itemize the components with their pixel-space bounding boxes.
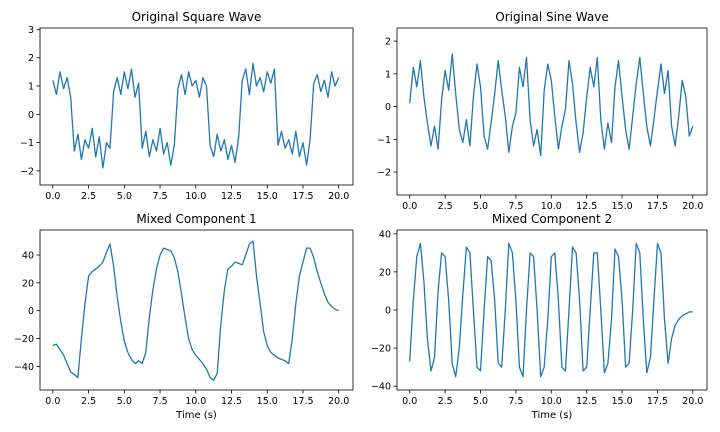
x-tick-label: 20.0 bbox=[682, 396, 703, 407]
axes-frame bbox=[39, 229, 354, 391]
x-tick-label: 0.0 bbox=[402, 201, 417, 212]
y-tick-label: 0 bbox=[28, 306, 34, 317]
y-tick-label: −40 bbox=[14, 362, 34, 373]
x-tick-label: 0.0 bbox=[45, 396, 60, 407]
y-tick-label: 2 bbox=[28, 53, 34, 64]
y-tick-label: −20 bbox=[371, 344, 391, 355]
x-tick-label: 5.0 bbox=[117, 396, 132, 407]
series-line bbox=[52, 240, 339, 381]
x-tick-label: 5.0 bbox=[117, 191, 132, 202]
series-line bbox=[409, 53, 694, 157]
y-tick-label: 20 bbox=[379, 267, 391, 278]
y-tick-label: 0 bbox=[385, 102, 391, 113]
y-tick-label: 1 bbox=[28, 81, 34, 92]
y-tick-label: −1 bbox=[377, 135, 391, 146]
x-tick-label: 17.5 bbox=[647, 201, 668, 212]
x-tick-label: 7.5 bbox=[508, 396, 523, 407]
y-tick-label: 2 bbox=[385, 37, 391, 48]
x-tick-label: 15.0 bbox=[611, 396, 632, 407]
subplot-title: Original Square Wave bbox=[132, 10, 262, 24]
x-tick-label: 7.5 bbox=[153, 191, 168, 202]
x-tick-label: 7.5 bbox=[153, 396, 168, 407]
x-tick-label: 12.5 bbox=[576, 396, 597, 407]
x-tick-label: 15.0 bbox=[611, 201, 632, 212]
x-tick-label: 10.0 bbox=[185, 396, 206, 407]
x-tick-label: 7.5 bbox=[508, 201, 523, 212]
x-tick-label: 12.5 bbox=[576, 201, 597, 212]
x-tick-label: 10.0 bbox=[185, 191, 206, 202]
y-tick-label: 0 bbox=[385, 306, 391, 317]
x-tick-label: 0.0 bbox=[402, 396, 417, 407]
x-tick-label: 12.5 bbox=[221, 191, 242, 202]
y-tick-label: 40 bbox=[22, 251, 34, 262]
x-axis-label: Time (s) bbox=[175, 410, 217, 421]
y-tick-label: −2 bbox=[20, 166, 34, 177]
subplot-title: Mixed Component 2 bbox=[492, 212, 612, 226]
subplot-1: 0.0 2.5 5.0 7.5 10.0 12.5 15.0 17.5 20.0 −2 −1 0 1 2 3… bbox=[20, 10, 354, 202]
x-tick-label: 2.5 bbox=[81, 191, 96, 202]
y-tick-label: 1 bbox=[385, 69, 391, 80]
x-tick-label: 2.5 bbox=[81, 396, 96, 407]
x-tick-label: 20.0 bbox=[328, 191, 349, 202]
y-tick-label: 3 bbox=[28, 25, 34, 36]
x-tick-label: 17.5 bbox=[292, 396, 313, 407]
x-tick-label: 20.0 bbox=[328, 396, 349, 407]
y-tick-label: 20 bbox=[22, 278, 34, 289]
x-tick-label: 5.0 bbox=[473, 201, 488, 212]
y-tick-label: −20 bbox=[14, 334, 34, 345]
y-tick-label: −2 bbox=[377, 168, 391, 179]
x-tick-label: 2.5 bbox=[438, 396, 453, 407]
subplot-3: 0.0 2.5 5.0 7.5 10.0 12.5 15.0 17.5 20.0 −40 −20 0 2… bbox=[14, 212, 354, 421]
subplot-4: 0.0 2.5 5.0 7.5 10.0 12.5 15.0 17.5 20.0 −40 −20 0 2… bbox=[371, 212, 708, 421]
series-line bbox=[52, 62, 340, 169]
x-tick-label: 2.5 bbox=[438, 201, 453, 212]
y-tick-label: −40 bbox=[371, 382, 391, 393]
y-tick-label: 0 bbox=[28, 110, 34, 121]
series-line bbox=[409, 242, 693, 378]
x-tick-label: 17.5 bbox=[647, 396, 668, 407]
x-tick-label: 17.5 bbox=[292, 191, 313, 202]
subplot-title: Mixed Component 1 bbox=[136, 212, 256, 226]
x-tick-label: 5.0 bbox=[473, 396, 488, 407]
x-tick-label: 12.5 bbox=[221, 396, 242, 407]
y-tick-label: 40 bbox=[379, 229, 391, 240]
subplot-title: Original Sine Wave bbox=[495, 10, 608, 24]
x-tick-label: 10.0 bbox=[541, 396, 562, 407]
x-tick-label: 0.0 bbox=[45, 191, 60, 202]
x-tick-label: 15.0 bbox=[257, 191, 278, 202]
x-tick-label: 15.0 bbox=[257, 396, 278, 407]
axes-frame bbox=[396, 27, 708, 196]
x-tick-label: 10.0 bbox=[541, 201, 562, 212]
x-tick-label: 20.0 bbox=[682, 201, 703, 212]
y-tick-label: −1 bbox=[20, 138, 34, 149]
x-axis-label: Time (s) bbox=[531, 410, 573, 421]
subplot-2: 0.0 2.5 5.0 7.5 10.0 12.5 15.0 17.5 20.0 −2 −1 0 1 2 O… bbox=[377, 10, 708, 212]
axes-frame bbox=[39, 27, 354, 186]
